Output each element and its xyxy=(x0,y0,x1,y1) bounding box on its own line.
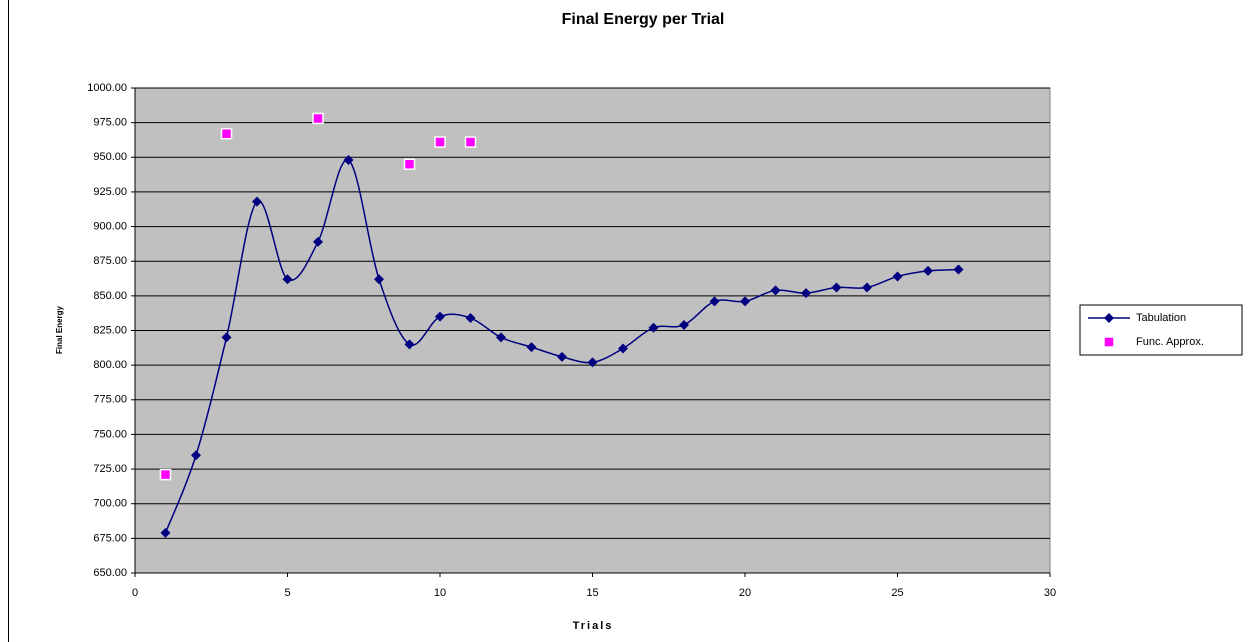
legend-marker xyxy=(1103,336,1115,348)
data-point xyxy=(404,339,415,350)
data-point xyxy=(831,282,842,293)
data-point xyxy=(587,357,598,368)
y-tick-label: 925.00 xyxy=(93,186,127,198)
data-point xyxy=(464,136,477,148)
data-point xyxy=(862,282,872,293)
y-tick-label: 1000.00 xyxy=(87,82,127,94)
y-tick-label: 775.00 xyxy=(93,394,127,406)
chart-title: Final Energy per Trial xyxy=(562,11,725,28)
data-point xyxy=(191,450,201,461)
data-point xyxy=(526,342,537,353)
data-point xyxy=(496,332,506,343)
data-point xyxy=(374,274,384,285)
data-point xyxy=(313,236,323,247)
data-point xyxy=(557,351,567,362)
y-tick-label: 825.00 xyxy=(93,324,127,336)
y-tick-label: 900.00 xyxy=(93,220,127,232)
y-tick-label: 750.00 xyxy=(93,428,127,440)
data-point xyxy=(770,285,781,296)
x-tick-label: 25 xyxy=(891,587,903,599)
data-point xyxy=(403,158,416,170)
y-tick-label: 650.00 xyxy=(93,567,127,579)
y-tick-label: 850.00 xyxy=(93,290,127,302)
data-point xyxy=(435,311,445,322)
data-point xyxy=(221,332,232,343)
x-axis-title: Trials xyxy=(573,620,614,632)
y-tick-label: 675.00 xyxy=(93,532,127,544)
legend-label: Tabulation xyxy=(1136,312,1186,324)
x-tick-label: 30 xyxy=(1044,587,1056,599)
data-point xyxy=(434,136,446,148)
x-tick-label: 0 xyxy=(132,587,138,599)
chart-frame xyxy=(8,0,9,642)
y-tick-label: 700.00 xyxy=(93,498,127,510)
data-point xyxy=(740,296,750,307)
y-tick-label: 950.00 xyxy=(93,151,127,163)
data-point xyxy=(220,127,233,140)
data-point xyxy=(252,196,262,207)
data-point xyxy=(892,271,903,282)
x-tick-label: 20 xyxy=(739,587,751,599)
data-point xyxy=(953,264,964,275)
data-point xyxy=(159,468,172,481)
x-tick-label: 5 xyxy=(284,587,290,599)
data-point xyxy=(679,319,689,330)
data-point xyxy=(312,112,324,125)
y-tick-label: 875.00 xyxy=(93,255,127,267)
data-point xyxy=(923,265,933,276)
data-point xyxy=(648,322,659,333)
legend-label: Func. Approx. xyxy=(1136,336,1204,348)
x-tick-label: 15 xyxy=(586,587,598,599)
y-tick-label: 975.00 xyxy=(93,117,127,129)
x-tick-label: 10 xyxy=(434,587,446,599)
y-axis-title: Final Energy xyxy=(55,305,64,354)
data-point xyxy=(709,296,720,307)
y-tick-label: 725.00 xyxy=(93,463,127,475)
legend-marker xyxy=(1104,313,1114,323)
data-point xyxy=(282,274,293,285)
data-point xyxy=(801,288,811,299)
data-point xyxy=(465,313,476,324)
data-point xyxy=(343,155,354,166)
data-point xyxy=(160,527,171,538)
data-point xyxy=(618,343,628,354)
y-tick-label: 800.00 xyxy=(93,359,127,371)
